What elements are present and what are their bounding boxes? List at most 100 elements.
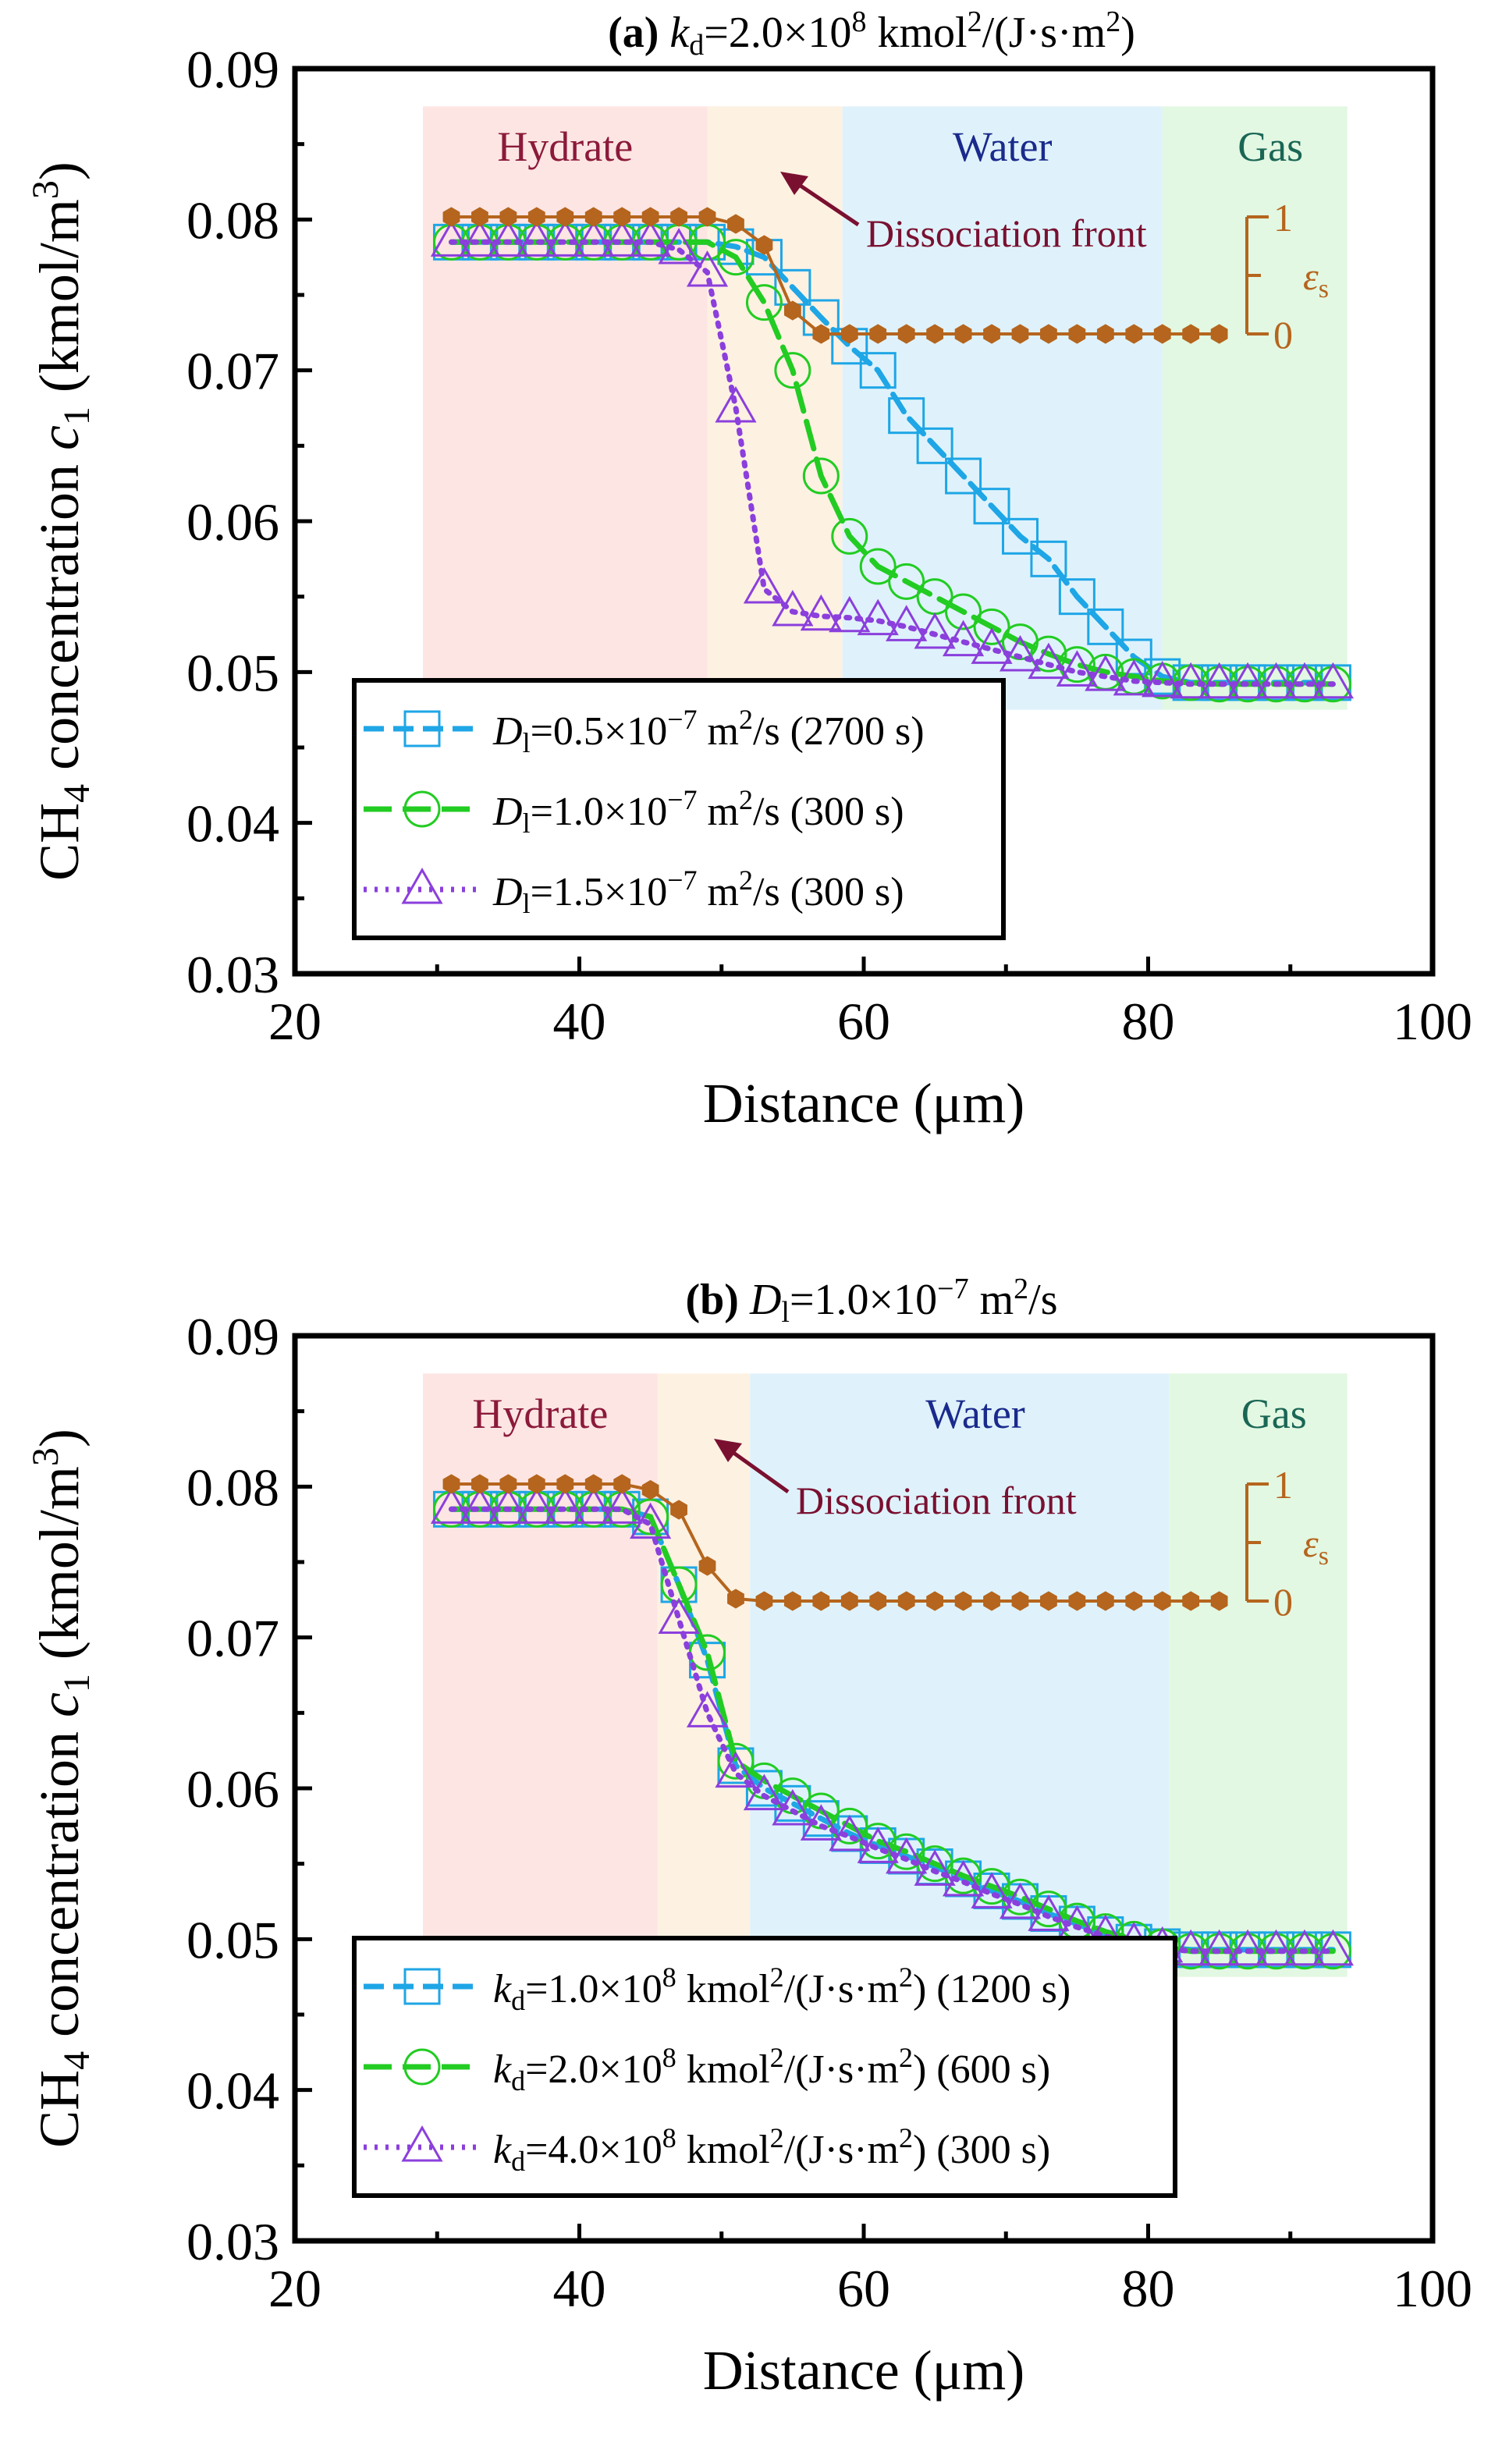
series-1-point	[888, 397, 925, 435]
y-tick-label: 0.06	[186, 1759, 279, 1819]
series-4-point	[556, 207, 574, 227]
series-4-line	[449, 1482, 1221, 1603]
series-2-point	[717, 1742, 755, 1780]
series-4-point	[499, 207, 517, 227]
series-2-point	[831, 517, 868, 555]
series-4-point	[812, 1591, 830, 1611]
x-tick-label: 40	[553, 992, 606, 1051]
x-tick-label: 20	[268, 2259, 321, 2318]
series-2-point	[973, 608, 1010, 645]
series-2-point	[717, 239, 755, 276]
series-1-point	[859, 352, 897, 389]
series-3-point	[1085, 655, 1127, 691]
series-3-point	[430, 1487, 473, 1524]
series-3-point	[459, 220, 501, 257]
y-axis-label: CH4 concentration c1 (kmol/m3)	[25, 162, 98, 881]
eps-tick-0-label: 0	[1273, 1580, 1293, 1624]
series-3-point	[1227, 662, 1269, 699]
series-4-point	[670, 207, 687, 227]
series-3-point	[914, 1849, 956, 1886]
series-3-point	[857, 598, 899, 636]
panel-b: Hydrate Water Gas Dissociation front 1 0εs 20 4…	[25, 1273, 1472, 2402]
series-3-point	[601, 1487, 643, 1524]
region-hydrate-label: Hydrate	[472, 1390, 608, 1437]
series-3-point	[886, 1837, 928, 1874]
dissociation-front-arrow	[790, 177, 860, 227]
series-4-point	[783, 300, 801, 321]
series-4-point	[897, 324, 915, 344]
series-4-line	[449, 215, 1221, 336]
y-tick-label: 0.07	[186, 342, 279, 401]
series-4-point	[556, 1474, 574, 1494]
series-3-point	[829, 595, 871, 633]
series-3-point	[743, 566, 786, 604]
legend-label-1: kd=1.0×108 kmol2/(J·s·m2) (1200 s)	[493, 1962, 1071, 2016]
y-tick-label: 0.05	[186, 1910, 279, 1969]
series-4-point	[1125, 324, 1143, 344]
legend-label-3: Dl=1.5×10−7 m2/s (300 s)	[492, 865, 904, 919]
series-3-point	[829, 1814, 871, 1852]
series-3-point	[1312, 662, 1355, 699]
region-hydrate-label: Hydrate	[497, 123, 633, 170]
series-4-point	[471, 1474, 488, 1494]
region-water-background	[750, 1373, 1170, 1977]
series-3-point	[743, 1773, 786, 1811]
series-4-point	[1125, 1591, 1143, 1611]
series-2-point	[1030, 635, 1067, 673]
legend-label-3: kd=4.0×108 kmol2/(J·s·m2) (300 s)	[493, 2122, 1050, 2177]
series-3-point	[1255, 662, 1298, 699]
x-tick-label: 60	[837, 992, 890, 1051]
series-3-point	[573, 1487, 615, 1524]
series-4-point	[1182, 324, 1200, 344]
series-3-point	[658, 1597, 700, 1634]
series-3-point	[1028, 1894, 1070, 1931]
series-4-point	[1096, 1591, 1114, 1611]
series-4-point	[1210, 1591, 1228, 1611]
series-2-point	[888, 563, 925, 600]
region-gas-background	[1169, 1373, 1348, 1977]
series-3-point	[544, 220, 586, 257]
x-tick-label: 80	[1122, 992, 1175, 1051]
y-tick-label: 0.04	[186, 2061, 279, 2121]
series-2-point	[774, 352, 811, 389]
series-4-point	[527, 1474, 545, 1494]
series-3-point	[971, 1872, 1013, 1908]
series-1-point	[916, 427, 953, 464]
series-3-point	[800, 1804, 842, 1841]
y-tick-label: 0.09	[186, 1307, 279, 1366]
series-4-point	[727, 214, 744, 234]
eps-tick-1-label: 1	[1273, 1463, 1293, 1507]
dissociation-front-label: Dissociation front	[796, 1479, 1077, 1522]
series-4-point	[1068, 324, 1086, 344]
series-4-point	[1153, 1591, 1171, 1611]
series-3-point	[1284, 662, 1326, 699]
region-front-background	[707, 106, 843, 710]
series-1-point	[945, 457, 982, 495]
series-3-point	[1028, 642, 1070, 680]
series-3-point	[1198, 1929, 1241, 1966]
series-4-point	[954, 324, 972, 344]
dissociation-front-arrowhead	[714, 1439, 742, 1462]
series-3-point	[715, 385, 757, 423]
x-tick-label: 100	[1393, 2259, 1472, 2318]
eps-axis-label: εs	[1303, 1521, 1329, 1571]
series-3-point	[686, 1691, 729, 1727]
series-4-point	[926, 1591, 944, 1611]
series-4-point	[812, 324, 830, 344]
series-4-point	[755, 235, 773, 255]
dissociation-front-label: Dissociation front	[866, 211, 1147, 255]
legend-marker-2	[403, 2048, 441, 2086]
series-3-point	[1198, 662, 1241, 699]
legend-label-2: kd=2.0×108 kmol2/(J·s·m2) (600 s)	[493, 2042, 1050, 2097]
series-4-point	[1011, 1591, 1029, 1611]
series-4-point	[954, 1591, 972, 1611]
series-4-point	[442, 1474, 460, 1494]
legend-marker-2	[403, 790, 441, 828]
x-tick-label: 40	[553, 2259, 606, 2318]
series-4-point	[869, 324, 887, 344]
series-3-point	[516, 220, 558, 257]
eps-tick-0-label: 0	[1273, 313, 1293, 357]
x-tick-label: 80	[1122, 2259, 1175, 2318]
series-4-point	[670, 1500, 687, 1520]
panel-a: Hydrate Water Gas Dissociation front 1 0εs 20 4…	[25, 5, 1472, 1134]
